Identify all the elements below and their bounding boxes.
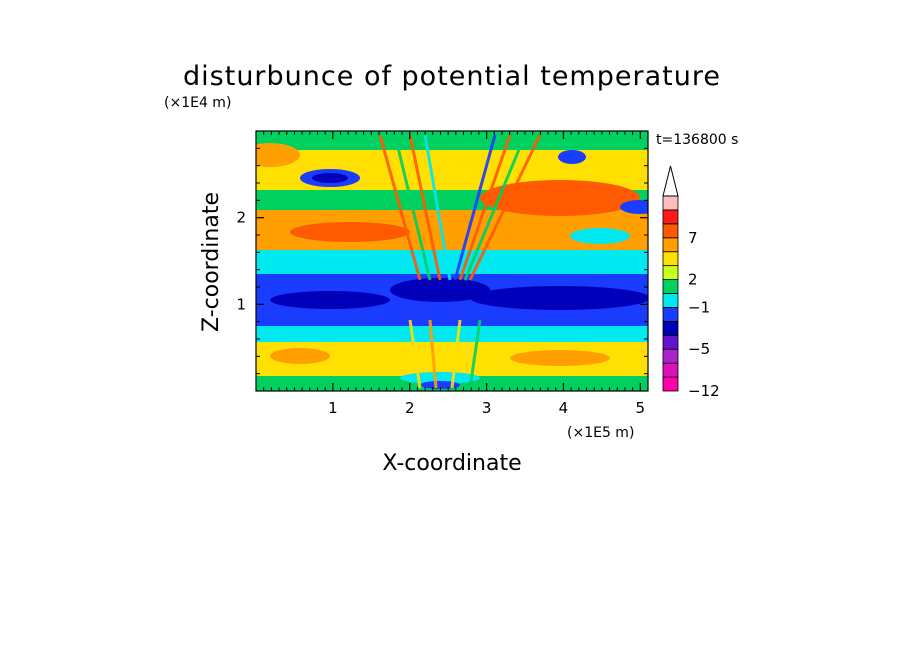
colorbar-swatch xyxy=(662,348,679,364)
y-axis-label: Z-coordinate xyxy=(199,192,224,332)
y-axis: 12 xyxy=(236,147,648,375)
x-tick-label: 1 xyxy=(328,399,338,417)
colorbar-swatch xyxy=(662,307,679,322)
streak xyxy=(450,319,462,389)
streak xyxy=(453,134,497,281)
colorbar-swatch xyxy=(662,334,679,350)
feature-darkblue-topleft xyxy=(312,173,348,183)
y-tick-label: 2 xyxy=(236,209,246,227)
colorbar-extend-arrow xyxy=(662,165,679,197)
feature-darkblue-midleft xyxy=(270,291,390,309)
chart-title: disturbunce of potential temperature xyxy=(183,61,721,92)
plot-frame xyxy=(255,130,649,392)
feature-blue-right xyxy=(620,200,648,214)
colorbar-swatch xyxy=(662,265,679,280)
x-axis: 1 2 3 4 5 xyxy=(263,131,646,417)
colorbar-swatch xyxy=(662,209,679,225)
band-upper-cyan xyxy=(256,250,648,274)
y-scale-label: (×1E4 m) xyxy=(164,95,231,111)
streak xyxy=(468,134,542,281)
x-scale-label: (×1E5 m) xyxy=(567,425,634,441)
colorbar-swatch xyxy=(662,362,679,378)
colorbar-swatch xyxy=(662,293,679,308)
feature-orange-lower-right xyxy=(510,350,610,366)
colorbar-label: 7 xyxy=(688,229,698,247)
streak xyxy=(468,319,482,389)
streak xyxy=(423,134,452,281)
streak xyxy=(408,134,442,281)
x-tick-label: 2 xyxy=(405,399,415,417)
feature-orange-lower-left xyxy=(270,348,330,364)
streak xyxy=(428,319,438,389)
colorbar-swatch xyxy=(662,195,679,211)
field-features xyxy=(256,143,648,389)
feature-cyan-right xyxy=(570,228,630,244)
band-lower-cyan xyxy=(256,326,648,342)
streak xyxy=(408,319,422,389)
colorbar-label: 2 xyxy=(688,271,698,289)
feature-orange-top xyxy=(256,143,300,167)
streak xyxy=(463,134,527,281)
time-label: t=136800 s xyxy=(656,132,738,148)
x-tick-label: 3 xyxy=(482,399,492,417)
plot-field xyxy=(256,131,648,391)
feature-darkblue-center xyxy=(390,278,490,302)
x-axis-label: X-coordinate xyxy=(382,451,521,476)
colorbar-label: −12 xyxy=(688,382,720,400)
streak xyxy=(393,134,432,281)
colorbar-swatch xyxy=(662,251,679,267)
colorbar-swatch xyxy=(662,320,679,336)
x-tick-label: 5 xyxy=(636,399,646,417)
colorbar-swatch xyxy=(662,237,679,253)
colorbar: −12−5−127 xyxy=(662,165,720,400)
colorbar-label: −1 xyxy=(688,298,710,316)
streak xyxy=(378,134,422,281)
x-tick-label: 4 xyxy=(559,399,569,417)
y-tick-label: 1 xyxy=(236,295,246,313)
colorbar-label: −5 xyxy=(688,340,710,358)
feature-darkblue-mid xyxy=(470,286,648,310)
feature-red-right xyxy=(480,180,640,216)
feature-blue-bottom xyxy=(420,381,460,389)
colorbar-swatch xyxy=(662,223,679,239)
feature-red-left xyxy=(290,222,410,242)
streak xyxy=(458,134,512,281)
field-wave-streaks xyxy=(378,134,542,389)
colorbar-swatch xyxy=(662,279,679,294)
colorbar-swatch xyxy=(662,376,679,392)
feature-blue-topright xyxy=(558,150,586,164)
